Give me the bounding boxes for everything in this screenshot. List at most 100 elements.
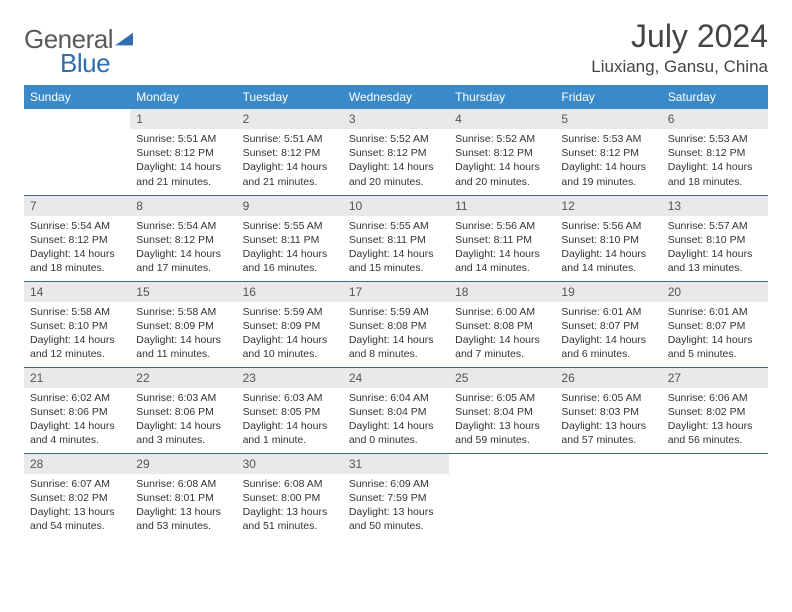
calendar-cell: 23Sunrise: 6:03 AMSunset: 8:05 PMDayligh… xyxy=(237,367,343,453)
location: Liuxiang, Gansu, China xyxy=(591,57,768,77)
sunset-text: Sunset: 8:08 PM xyxy=(349,319,443,333)
day-number: 1 xyxy=(130,109,236,129)
daylight-text: Daylight: 14 hours and 8 minutes. xyxy=(349,333,443,361)
sunrise-text: Sunrise: 5:55 AM xyxy=(349,219,443,233)
day-body: Sunrise: 6:01 AMSunset: 8:07 PMDaylight:… xyxy=(555,302,661,366)
sunset-text: Sunset: 8:00 PM xyxy=(243,491,337,505)
calendar-cell: 10Sunrise: 5:55 AMSunset: 8:11 PMDayligh… xyxy=(343,195,449,281)
sunrise-text: Sunrise: 6:01 AM xyxy=(561,305,655,319)
sunset-text: Sunset: 8:11 PM xyxy=(243,233,337,247)
calendar-cell: 14Sunrise: 5:58 AMSunset: 8:10 PMDayligh… xyxy=(24,281,130,367)
sunrise-text: Sunrise: 5:52 AM xyxy=(455,132,549,146)
daylight-text: Daylight: 13 hours and 59 minutes. xyxy=(455,419,549,447)
day-number: 23 xyxy=(237,368,343,388)
sunset-text: Sunset: 8:05 PM xyxy=(243,405,337,419)
day-body: Sunrise: 5:54 AMSunset: 8:12 PMDaylight:… xyxy=(130,216,236,280)
day-number: 21 xyxy=(24,368,130,388)
sunrise-text: Sunrise: 5:57 AM xyxy=(668,219,762,233)
sunrise-text: Sunrise: 5:53 AM xyxy=(668,132,762,146)
sunset-text: Sunset: 8:09 PM xyxy=(243,319,337,333)
sunrise-text: Sunrise: 6:09 AM xyxy=(349,477,443,491)
sunset-text: Sunset: 8:08 PM xyxy=(455,319,549,333)
day-body: Sunrise: 6:02 AMSunset: 8:06 PMDaylight:… xyxy=(24,388,130,452)
sunrise-text: Sunrise: 6:07 AM xyxy=(30,477,124,491)
calendar-cell: 25Sunrise: 6:05 AMSunset: 8:04 PMDayligh… xyxy=(449,367,555,453)
day-body: Sunrise: 5:59 AMSunset: 8:09 PMDaylight:… xyxy=(237,302,343,366)
header: General July 2024 Liuxiang, Gansu, China xyxy=(24,18,768,77)
daylight-text: Daylight: 13 hours and 56 minutes. xyxy=(668,419,762,447)
sunrise-text: Sunrise: 6:05 AM xyxy=(561,391,655,405)
sunrise-text: Sunrise: 5:53 AM xyxy=(561,132,655,146)
sunrise-text: Sunrise: 5:58 AM xyxy=(30,305,124,319)
sunset-text: Sunset: 8:06 PM xyxy=(30,405,124,419)
day-body: Sunrise: 6:04 AMSunset: 8:04 PMDaylight:… xyxy=(343,388,449,452)
sunset-text: Sunset: 8:09 PM xyxy=(136,319,230,333)
day-body: Sunrise: 6:06 AMSunset: 8:02 PMDaylight:… xyxy=(662,388,768,452)
daylight-text: Daylight: 14 hours and 7 minutes. xyxy=(455,333,549,361)
daylight-text: Daylight: 13 hours and 53 minutes. xyxy=(136,505,230,533)
sunset-text: Sunset: 8:12 PM xyxy=(30,233,124,247)
day-body: Sunrise: 5:55 AMSunset: 8:11 PMDaylight:… xyxy=(343,216,449,280)
calendar-cell: 26Sunrise: 6:05 AMSunset: 8:03 PMDayligh… xyxy=(555,367,661,453)
day-body: Sunrise: 5:56 AMSunset: 8:11 PMDaylight:… xyxy=(449,216,555,280)
daylight-text: Daylight: 14 hours and 19 minutes. xyxy=(561,160,655,188)
day-body: Sunrise: 5:57 AMSunset: 8:10 PMDaylight:… xyxy=(662,216,768,280)
day-body: Sunrise: 5:53 AMSunset: 8:12 PMDaylight:… xyxy=(662,129,768,193)
day-number: 22 xyxy=(130,368,236,388)
day-body: Sunrise: 6:09 AMSunset: 7:59 PMDaylight:… xyxy=(343,474,449,538)
day-header: Monday xyxy=(130,85,236,109)
day-body: Sunrise: 5:54 AMSunset: 8:12 PMDaylight:… xyxy=(24,216,130,280)
sunset-text: Sunset: 8:02 PM xyxy=(668,405,762,419)
day-body: Sunrise: 6:03 AMSunset: 8:06 PMDaylight:… xyxy=(130,388,236,452)
calendar-cell: 15Sunrise: 5:58 AMSunset: 8:09 PMDayligh… xyxy=(130,281,236,367)
sunrise-text: Sunrise: 6:01 AM xyxy=(668,305,762,319)
calendar-cell: 13Sunrise: 5:57 AMSunset: 8:10 PMDayligh… xyxy=(662,195,768,281)
day-number: 31 xyxy=(343,454,449,474)
daylight-text: Daylight: 14 hours and 21 minutes. xyxy=(243,160,337,188)
day-number: 13 xyxy=(662,196,768,216)
title-block: July 2024 Liuxiang, Gansu, China xyxy=(591,18,768,77)
calendar-head: SundayMondayTuesdayWednesdayThursdayFrid… xyxy=(24,85,768,109)
calendar-cell: 21Sunrise: 6:02 AMSunset: 8:06 PMDayligh… xyxy=(24,367,130,453)
daylight-text: Daylight: 14 hours and 4 minutes. xyxy=(30,419,124,447)
logo-triangle-icon xyxy=(115,31,133,49)
day-number: 3 xyxy=(343,109,449,129)
day-body: Sunrise: 5:52 AMSunset: 8:12 PMDaylight:… xyxy=(449,129,555,193)
calendar-cell: 6Sunrise: 5:53 AMSunset: 8:12 PMDaylight… xyxy=(662,109,768,195)
sunset-text: Sunset: 8:04 PM xyxy=(455,405,549,419)
sunrise-text: Sunrise: 6:06 AM xyxy=(668,391,762,405)
sunset-text: Sunset: 8:10 PM xyxy=(561,233,655,247)
daylight-text: Daylight: 14 hours and 11 minutes. xyxy=(136,333,230,361)
calendar-cell: 9Sunrise: 5:55 AMSunset: 8:11 PMDaylight… xyxy=(237,195,343,281)
day-number: 2 xyxy=(237,109,343,129)
day-number: 6 xyxy=(662,109,768,129)
sunrise-text: Sunrise: 5:58 AM xyxy=(136,305,230,319)
sunrise-text: Sunrise: 5:56 AM xyxy=(561,219,655,233)
month-title: July 2024 xyxy=(591,18,768,55)
calendar-body: ..1Sunrise: 5:51 AMSunset: 8:12 PMDaylig… xyxy=(24,109,768,539)
sunset-text: Sunset: 7:59 PM xyxy=(349,491,443,505)
sunrise-text: Sunrise: 5:51 AM xyxy=(136,132,230,146)
sunset-text: Sunset: 8:10 PM xyxy=(668,233,762,247)
calendar-cell: 12Sunrise: 5:56 AMSunset: 8:10 PMDayligh… xyxy=(555,195,661,281)
day-body: Sunrise: 5:55 AMSunset: 8:11 PMDaylight:… xyxy=(237,216,343,280)
daylight-text: Daylight: 13 hours and 50 minutes. xyxy=(349,505,443,533)
day-body: Sunrise: 5:58 AMSunset: 8:09 PMDaylight:… xyxy=(130,302,236,366)
daylight-text: Daylight: 14 hours and 13 minutes. xyxy=(668,247,762,275)
day-body: Sunrise: 5:51 AMSunset: 8:12 PMDaylight:… xyxy=(237,129,343,193)
day-number: 28 xyxy=(24,454,130,474)
day-body: Sunrise: 5:52 AMSunset: 8:12 PMDaylight:… xyxy=(343,129,449,193)
day-number: 24 xyxy=(343,368,449,388)
logo-line2-wrap: Blue xyxy=(24,48,110,79)
calendar-cell: 24Sunrise: 6:04 AMSunset: 8:04 PMDayligh… xyxy=(343,367,449,453)
day-number: 8 xyxy=(130,196,236,216)
daylight-text: Daylight: 13 hours and 57 minutes. xyxy=(561,419,655,447)
calendar-cell: 29Sunrise: 6:08 AMSunset: 8:01 PMDayligh… xyxy=(130,453,236,539)
calendar-cell: 20Sunrise: 6:01 AMSunset: 8:07 PMDayligh… xyxy=(662,281,768,367)
day-number: 16 xyxy=(237,282,343,302)
sunset-text: Sunset: 8:04 PM xyxy=(349,405,443,419)
day-number: 5 xyxy=(555,109,661,129)
calendar-cell: 19Sunrise: 6:01 AMSunset: 8:07 PMDayligh… xyxy=(555,281,661,367)
calendar-cell: 22Sunrise: 6:03 AMSunset: 8:06 PMDayligh… xyxy=(130,367,236,453)
calendar-cell: .. xyxy=(24,109,130,195)
